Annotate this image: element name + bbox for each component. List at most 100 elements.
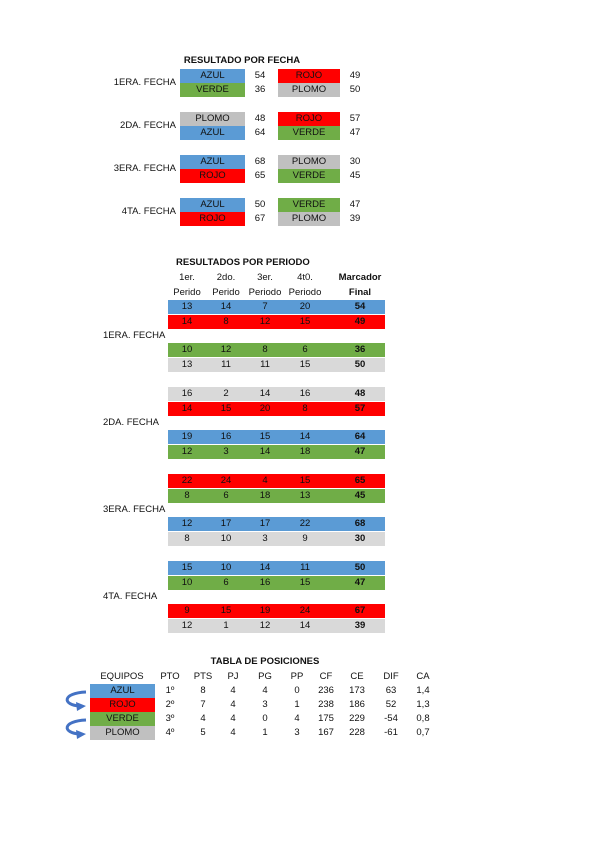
cell: 13 (181, 301, 193, 312)
cell: 20 (259, 403, 271, 414)
cell: 12 (259, 620, 271, 631)
cell: 24 (299, 605, 311, 616)
cell: 15 (259, 431, 271, 442)
cell: 15 (220, 605, 232, 616)
cell: 18 (299, 446, 311, 457)
row-band (168, 604, 385, 618)
cell: 6 (223, 577, 229, 588)
team-cell: AZUL (180, 155, 245, 169)
cell: 57 (354, 403, 366, 414)
cell: 4 (230, 699, 236, 710)
cell: 22 (299, 518, 311, 529)
cell: 3º (165, 713, 175, 724)
cell: 14 (259, 446, 271, 457)
cell: 64 (354, 431, 366, 442)
cell: 11 (260, 359, 270, 370)
score: 54 (254, 70, 266, 81)
fecha-label: 3ERA. FECHA (103, 504, 166, 515)
score: 48 (254, 113, 266, 124)
cell: 14 (220, 301, 232, 312)
row-band (168, 489, 385, 503)
cell: 4 (200, 713, 206, 724)
row-band (168, 445, 385, 459)
fecha-label: 2DA. FECHA (103, 417, 159, 428)
fecha-label: 4TA. FECHA (103, 591, 158, 602)
row-band (168, 402, 385, 416)
cell: 4 (262, 475, 268, 486)
cell: 14 (181, 403, 193, 414)
cell: 6 (223, 490, 229, 501)
cell: 3 (262, 533, 268, 544)
cell: 50 (354, 359, 366, 370)
column-header: Perido (212, 287, 240, 298)
score: 68 (254, 156, 266, 167)
cell: 17 (259, 518, 271, 529)
cell: 17 (220, 518, 232, 529)
column-header: Periodo (288, 287, 322, 298)
section-title: RESULTADOS POR PERIODO (176, 257, 310, 268)
cell: 14 (259, 388, 271, 399)
cell: 186 (349, 699, 365, 710)
cell: 14 (299, 620, 311, 631)
score: 39 (349, 213, 361, 224)
team-cell: VERDE (180, 83, 245, 97)
cell: 4 (262, 685, 268, 696)
row-band (168, 315, 385, 329)
cell: 4 (294, 713, 300, 724)
team-cell: ROJO (278, 69, 340, 83)
cell: 15 (181, 562, 193, 573)
column-header: Marcador (338, 272, 382, 283)
cell: 30 (354, 533, 366, 544)
cell: 52 (385, 699, 397, 710)
arrow-head (76, 702, 86, 711)
cell: 1,4 (416, 685, 430, 696)
column-header: PG (258, 671, 272, 682)
score: 36 (254, 84, 266, 95)
column-header: CE (350, 671, 364, 682)
row-band (168, 561, 385, 575)
column-header: PJ (227, 671, 239, 682)
cell: 1 (262, 727, 268, 738)
column-header: 3er. (257, 272, 273, 283)
cell: 15 (220, 403, 232, 414)
fecha-label: 4TA. FECHA (121, 206, 176, 217)
column-header: Final (348, 287, 372, 298)
team-cell: PLOMO (90, 726, 155, 740)
column-header: Periodo (248, 287, 282, 298)
cell: 15 (299, 475, 311, 486)
score: 47 (349, 127, 361, 138)
cell: 3 (223, 446, 229, 457)
cell: 167 (318, 727, 334, 738)
column-header: PTS (193, 671, 213, 682)
cell: 9 (184, 605, 190, 616)
cell: 6 (302, 344, 308, 355)
cell: 228 (349, 727, 365, 738)
cell: 16 (299, 388, 311, 399)
cell: 0 (262, 713, 268, 724)
cell: 16 (181, 388, 193, 399)
arrow (65, 718, 87, 736)
cell: 16 (220, 431, 232, 442)
cell: 4 (230, 713, 236, 724)
cell: 14 (299, 431, 311, 442)
cell: 13 (299, 490, 311, 501)
cell: 12 (181, 446, 193, 457)
cell: 4º (165, 727, 175, 738)
cell: 8 (200, 685, 206, 696)
cell: 63 (385, 685, 397, 696)
cell: 2º (165, 699, 175, 710)
cell: 16 (259, 577, 271, 588)
column-header: PTO (160, 671, 180, 682)
score: 45 (349, 170, 361, 181)
cell: 54 (354, 301, 366, 312)
cell: 236 (318, 685, 334, 696)
cell: 12 (220, 344, 232, 355)
team-cell: PLOMO (278, 155, 340, 169)
cell: 10 (181, 344, 193, 355)
cell: 10 (220, 562, 232, 573)
team-cell: VERDE (278, 198, 340, 212)
cell: 20 (299, 301, 311, 312)
score: 67 (254, 213, 266, 224)
